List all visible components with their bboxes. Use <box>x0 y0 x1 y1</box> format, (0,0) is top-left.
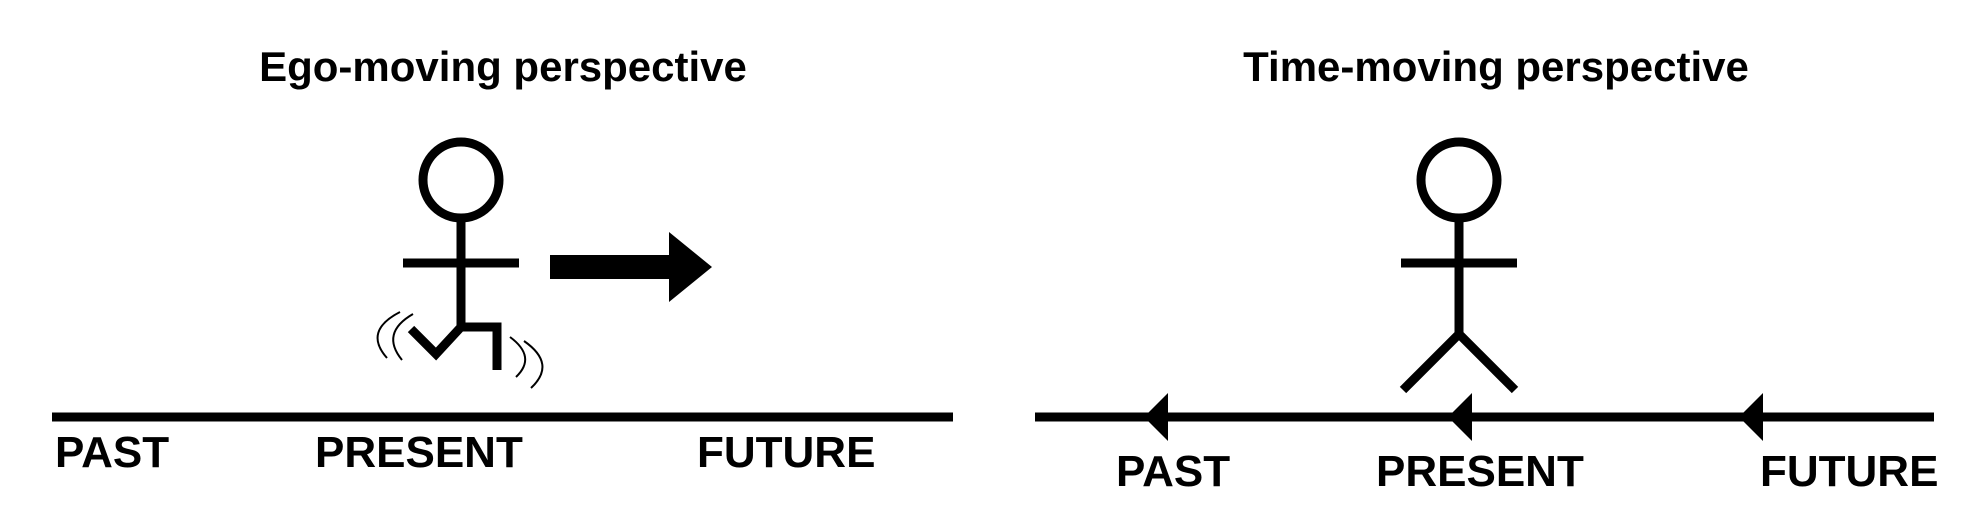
person-head <box>418 137 504 223</box>
label-past: PAST <box>1116 447 1231 496</box>
ego-moving-panel: Ego-moving perspective PAST PRESENT FUTU… <box>52 43 953 477</box>
person-right-leg <box>1455 330 1519 394</box>
label-past: PAST <box>55 428 170 477</box>
time-flow-arrow-icon <box>1739 393 1763 441</box>
time-moving-panel: Time-moving perspective PAST PRESENT FUT… <box>992 0 1984 516</box>
panel-title: Ego-moving perspective <box>259 43 747 90</box>
time-flow-arrow-icon <box>1144 393 1168 441</box>
motion-lines-icon <box>376 311 544 389</box>
motion-line-back-inner <box>392 313 414 361</box>
label-present: PRESENT <box>315 428 523 477</box>
walking-person-icon <box>403 137 519 370</box>
label-present: PRESENT <box>1376 447 1584 496</box>
label-future: FUTURE <box>697 428 876 477</box>
label-future: FUTURE <box>1760 447 1939 496</box>
time-moving-illustration <box>1035 137 1934 441</box>
forward-arrow-icon <box>550 232 712 302</box>
person-head <box>1416 137 1502 223</box>
ego-moving-illustration <box>52 137 953 422</box>
panel-title: Time-moving perspective <box>1243 43 1749 90</box>
motion-line-front-inner <box>509 336 526 378</box>
person-back-leg <box>407 323 465 361</box>
motion-line-back-outer <box>376 311 401 359</box>
motion-line-front-outer <box>523 340 544 389</box>
standing-person-icon <box>1399 137 1519 394</box>
time-flow-arrow-icon <box>1448 393 1472 441</box>
person-front-leg <box>461 322 502 370</box>
person-left-leg <box>1399 330 1463 394</box>
